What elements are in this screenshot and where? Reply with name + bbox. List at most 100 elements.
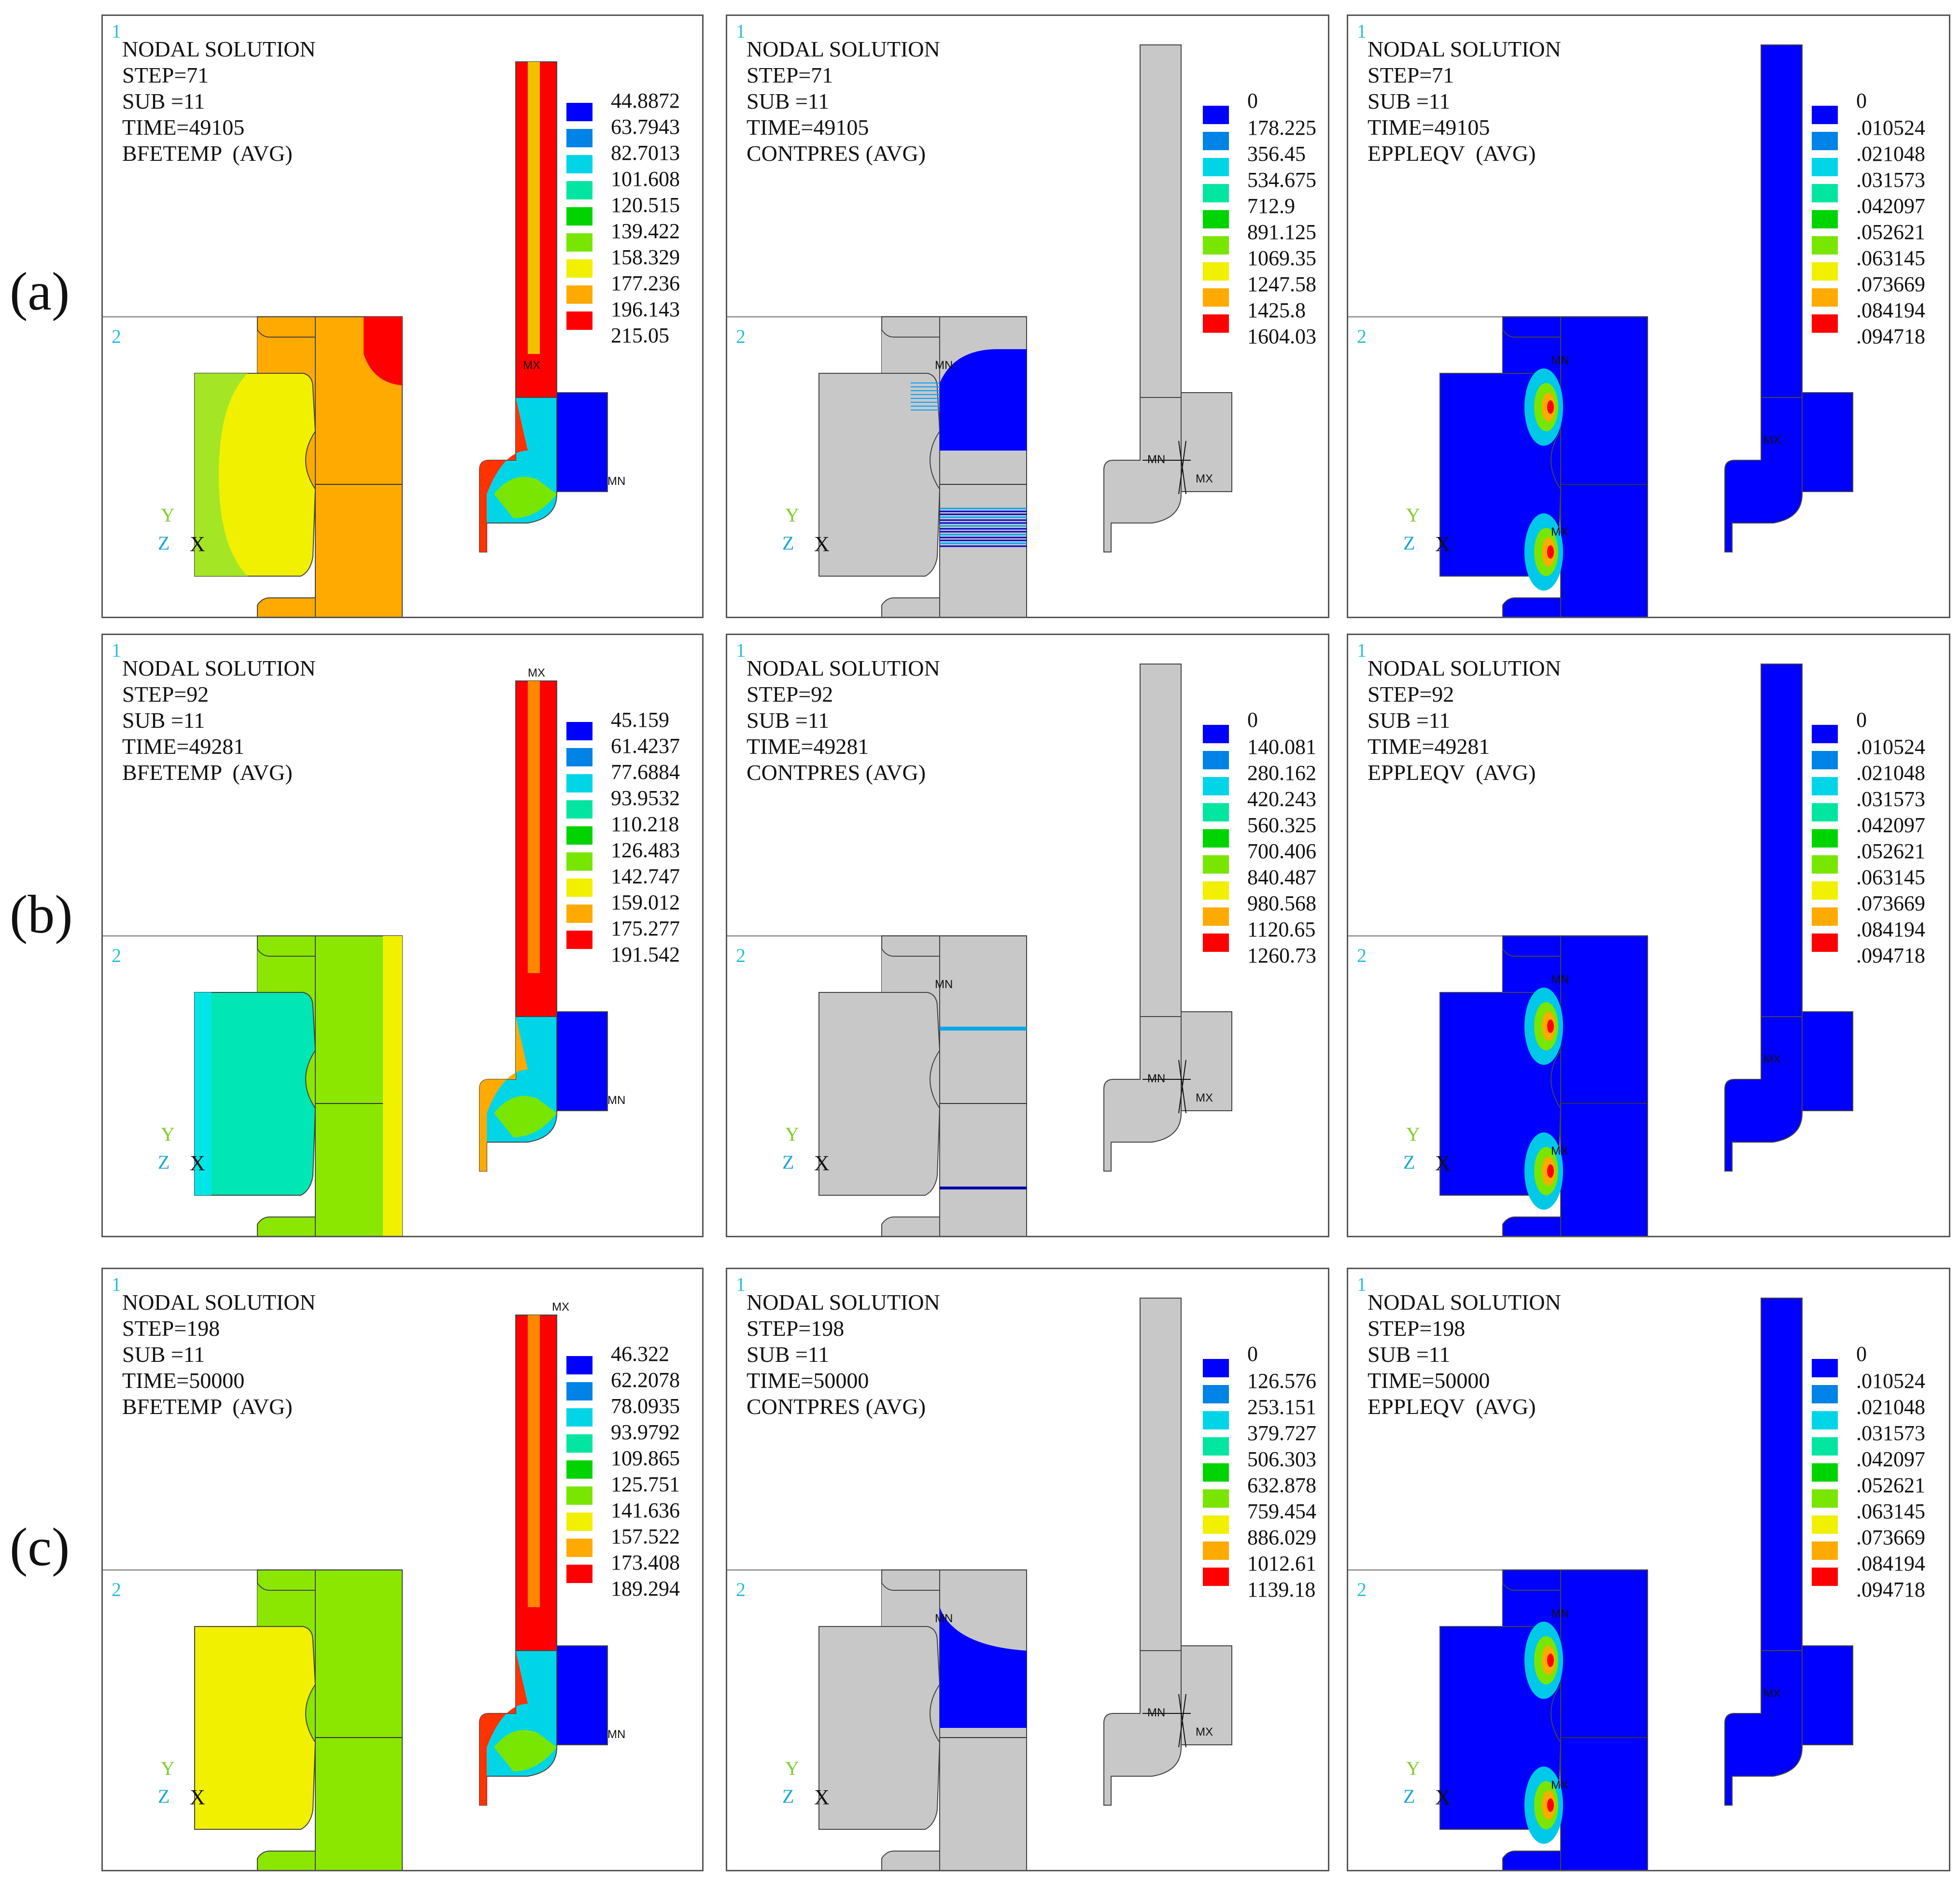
legend-entry: 139.422 [566, 219, 702, 252]
legend-entry: 891.125 [1203, 207, 1328, 244]
legend-value: 139.422 [611, 219, 680, 243]
legend-swatch [566, 1356, 592, 1374]
legend-value: .052621 [1856, 220, 1925, 244]
legend-swatch [1203, 132, 1229, 150]
solution-info: NODAL SOLUTION STEP=71 SUB =11 TIME=49105 CO… [747, 36, 940, 167]
legend-entry: .094718 [1812, 311, 1949, 348]
legend-entry: .073669 [1812, 878, 1949, 915]
legend-value: 110.218 [611, 812, 679, 836]
window-number: 2 [736, 1579, 746, 1600]
solution-info: NODAL SOLUTION STEP=92 SUB =11 TIME=49281 EP… [1368, 655, 1561, 786]
legend-entry: .052621 [1812, 207, 1949, 244]
extreme-marker: MX [1196, 1725, 1213, 1739]
axis-y-label: Y [785, 1123, 799, 1145]
legend-value: 1247.58 [1247, 272, 1316, 296]
legend-value: .052621 [1856, 839, 1925, 863]
info-line: SUB =11 [1368, 708, 1451, 733]
left-model [1348, 316, 1648, 617]
extreme-marker: MN [1551, 354, 1569, 367]
fea-plot [727, 1298, 1232, 1870]
axis-z-label: Z [1403, 1785, 1415, 1807]
legend-entry: .084194 [1812, 1539, 1949, 1575]
legend-value: 158.329 [611, 245, 680, 269]
legend-swatch [566, 1382, 592, 1400]
info-line: STEP=92 [122, 682, 209, 707]
info-line: NODAL SOLUTION [1368, 37, 1561, 61]
panel-temp: 1 2 NODAL SOLUTION STEP=71 SUB =11 TIME=49105… [101, 14, 704, 618]
legend-swatch [1203, 1515, 1229, 1534]
info-line: NODAL SOLUTION [122, 37, 316, 61]
legend-entry: 1012.61 [1203, 1539, 1328, 1575]
legend-value: 886.029 [1247, 1526, 1316, 1549]
legend-swatch [1812, 288, 1838, 307]
legend-entry: 61.4237 [566, 734, 702, 766]
info-line: SUB =11 [122, 89, 205, 113]
window-number: 2 [112, 1579, 121, 1600]
legend-value: .010524 [1856, 735, 1925, 759]
legend-value: 46.322 [611, 1342, 669, 1366]
legend-swatch [1812, 829, 1838, 848]
legend-entry: 1247.58 [1203, 259, 1328, 296]
legend-entry: 78.0935 [566, 1394, 702, 1427]
legend-value: 712.9 [1247, 194, 1295, 218]
legend-swatch [1812, 1463, 1838, 1482]
solution-info: NODAL SOLUTION STEP=71 SUB =11 TIME=49105 BF… [122, 36, 316, 167]
info-line: NODAL SOLUTION [1368, 1290, 1561, 1315]
legend-swatch [1203, 829, 1229, 848]
info-line: STEP=198 [1368, 1316, 1466, 1341]
right-model [1724, 664, 1853, 1172]
legend-entry: 253.151 [1203, 1382, 1328, 1419]
legend-value: 126.576 [1247, 1369, 1316, 1393]
info-line: TIME=49281 [747, 734, 869, 759]
extreme-marker: MN [607, 475, 626, 488]
legend-swatch [566, 1486, 592, 1505]
legend-swatch [566, 1408, 592, 1427]
legend-swatch [566, 129, 592, 147]
legend-swatch [566, 1539, 592, 1557]
legend-swatch [1203, 1411, 1229, 1429]
axis-x-label: X [814, 1785, 830, 1809]
legend-swatch [1812, 1359, 1838, 1377]
extreme-marker: MN [1551, 1607, 1569, 1620]
legend-value: .073669 [1856, 891, 1925, 915]
legend-entry: 886.029 [1203, 1513, 1328, 1549]
legend-entry: .073669 [1812, 1513, 1949, 1549]
axis-z-label: Z [1403, 532, 1415, 554]
legend-swatch [1812, 907, 1838, 926]
info-line: STEP=198 [122, 1316, 220, 1341]
legend-entry: 980.568 [1203, 878, 1328, 915]
legend-entry: .010524 [1812, 722, 1949, 759]
legend-value: .073669 [1856, 272, 1925, 296]
axis-z-label: Z [782, 532, 794, 554]
window-number: 2 [1357, 325, 1367, 347]
legend-swatch [566, 748, 592, 766]
legend-value: 759.454 [1247, 1499, 1316, 1523]
fea-plot [1348, 1298, 1853, 1870]
info-line: CONTPRES (AVG) [747, 141, 926, 166]
legend-value: 356.45 [1247, 142, 1306, 166]
legend-value: 109.865 [611, 1446, 680, 1470]
legend-swatch [566, 207, 592, 226]
legend-value: 189.294 [611, 1577, 680, 1600]
info-line: NODAL SOLUTION [1368, 656, 1561, 680]
legend-swatch [1812, 184, 1838, 202]
solution-info: NODAL SOLUTION STEP=92 SUB =11 TIME=49281 BF… [122, 655, 316, 786]
legend-swatch [1203, 158, 1229, 176]
legend-value: 1120.65 [1247, 918, 1316, 941]
legend-entry: 534.675 [1203, 155, 1328, 192]
legend-value: 1069.35 [1247, 246, 1316, 270]
legend-value: 62.2078 [611, 1368, 680, 1392]
legend-value: 1425.8 [1247, 298, 1306, 322]
legend-swatch [1812, 1515, 1838, 1534]
info-line: EPPLEQV (AVG) [1368, 141, 1536, 166]
legend-entry: 560.325 [1203, 800, 1328, 837]
right-model [1724, 44, 1853, 552]
info-line: NODAL SOLUTION [747, 1290, 940, 1315]
info-line: SUB =11 [122, 1342, 205, 1367]
legend-entry: 63.7943 [566, 114, 702, 147]
fea-plot [103, 61, 608, 617]
legend-entry: .094718 [1812, 931, 1949, 967]
legend-entry: 191.542 [566, 942, 702, 967]
legend-swatch [1812, 1489, 1838, 1508]
